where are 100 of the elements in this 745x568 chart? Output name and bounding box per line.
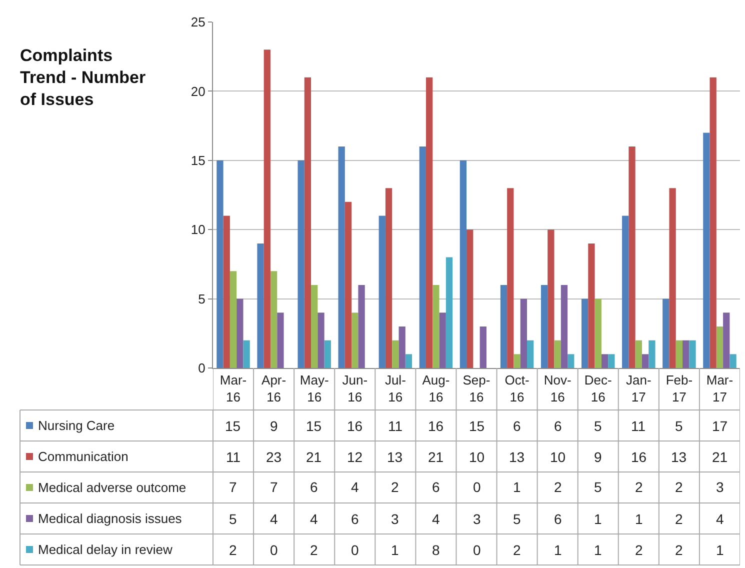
data-label: 6 <box>513 418 521 434</box>
bar <box>419 146 426 368</box>
data-label: 1 <box>513 479 521 495</box>
x-tick-label: Aug-16 <box>422 372 450 404</box>
bar <box>554 340 561 368</box>
bar <box>723 312 730 368</box>
bar <box>466 230 474 368</box>
x-tick-label: Feb-17 <box>666 372 693 404</box>
data-label: 2 <box>310 542 318 558</box>
bar <box>703 132 710 368</box>
data-label: 2 <box>513 542 521 558</box>
x-tick-label: Jun-16 <box>342 372 368 404</box>
data-label: 8 <box>432 542 440 558</box>
bar <box>344 202 352 368</box>
data-label: 11 <box>388 418 403 434</box>
data-label: 6 <box>310 479 318 495</box>
bar <box>588 243 595 368</box>
data-label: 0 <box>473 479 481 495</box>
data-label: 1 <box>594 511 602 527</box>
data-label: 10 <box>469 449 485 465</box>
data-label: 0 <box>351 542 359 558</box>
data-label: 1 <box>716 542 724 558</box>
data-label: 15 <box>306 418 322 434</box>
x-tick-label: Jul-16 <box>384 372 406 404</box>
bar <box>432 284 440 368</box>
data-label: 9 <box>270 418 278 434</box>
data-label: 1 <box>594 542 602 558</box>
data-label: 2 <box>229 542 237 558</box>
data-label: 4 <box>716 511 724 527</box>
legend-label: Medical diagnosis issues <box>38 511 182 526</box>
bar <box>358 284 365 368</box>
bar <box>446 257 453 368</box>
text: Complaints Trend - Number of Issues <box>20 46 146 110</box>
bar <box>324 340 331 368</box>
bar <box>601 354 608 368</box>
bar <box>460 160 467 368</box>
data-label: 13 <box>387 449 403 465</box>
data-label: 6 <box>351 511 359 527</box>
data-label: 5 <box>675 418 683 434</box>
data-label: 5 <box>513 511 521 527</box>
bar <box>635 340 642 368</box>
data-label: 4 <box>310 511 318 527</box>
x-tick-label: Mar-16 <box>220 372 247 404</box>
x-tick-label: Mar-17 <box>706 372 734 404</box>
x-tick-label: Nov-16 <box>544 372 572 404</box>
bar <box>669 188 676 368</box>
data-label: 3 <box>716 479 724 495</box>
data-label: 21 <box>306 449 322 465</box>
data-label: 7 <box>229 479 237 495</box>
bar <box>581 298 588 368</box>
bar <box>236 298 244 368</box>
bar <box>243 340 250 368</box>
bar <box>257 243 264 368</box>
bar <box>642 354 649 368</box>
data-label: 1 <box>391 542 399 558</box>
data-label: 6 <box>554 418 562 434</box>
bar <box>270 271 278 368</box>
data-label: 16 <box>347 418 363 434</box>
bar <box>560 284 568 368</box>
data-label: 2 <box>675 542 683 558</box>
bar <box>710 77 716 368</box>
data-label: 15 <box>225 418 241 434</box>
bar <box>628 146 636 368</box>
data-label: 3 <box>391 511 399 527</box>
data-label: 0 <box>473 542 481 558</box>
legend-label: Medical adverse outcome <box>38 480 186 495</box>
bar <box>730 354 736 368</box>
y-tick-label: 0 <box>198 360 206 376</box>
bar <box>405 354 412 368</box>
bar <box>662 298 670 368</box>
bar <box>540 284 548 368</box>
data-label: 10 <box>550 449 566 465</box>
bar <box>216 160 224 368</box>
data-label: 12 <box>347 449 363 465</box>
data-label: 2 <box>635 542 643 558</box>
data-label: 11 <box>631 418 646 434</box>
legend-label: Nursing Care <box>38 418 115 433</box>
x-tick-label: Oct-16 <box>504 372 530 404</box>
bar <box>378 216 386 368</box>
data-label: 5 <box>594 479 602 495</box>
legend-label: Medical delay in review <box>38 542 174 557</box>
data-label: 3 <box>473 511 481 527</box>
data-label: 4 <box>351 479 359 495</box>
x-tick-label: Apr-16 <box>262 372 286 404</box>
data-label: 9 <box>594 449 602 465</box>
bar <box>622 216 629 368</box>
legend-label: Communication <box>38 449 128 464</box>
bar <box>514 354 520 368</box>
y-tick-label: 25 <box>190 14 206 30</box>
x-tick-label: Sep-16 <box>462 372 490 404</box>
data-label: 2 <box>675 479 683 495</box>
y-tick-label: 5 <box>198 291 206 306</box>
bar <box>338 146 345 368</box>
data-label: 21 <box>712 449 728 465</box>
bar <box>682 340 690 368</box>
bar <box>311 284 318 368</box>
bar <box>520 298 528 368</box>
bar <box>426 77 433 368</box>
data-label: 1 <box>554 542 562 558</box>
data-label: 2 <box>635 479 643 495</box>
